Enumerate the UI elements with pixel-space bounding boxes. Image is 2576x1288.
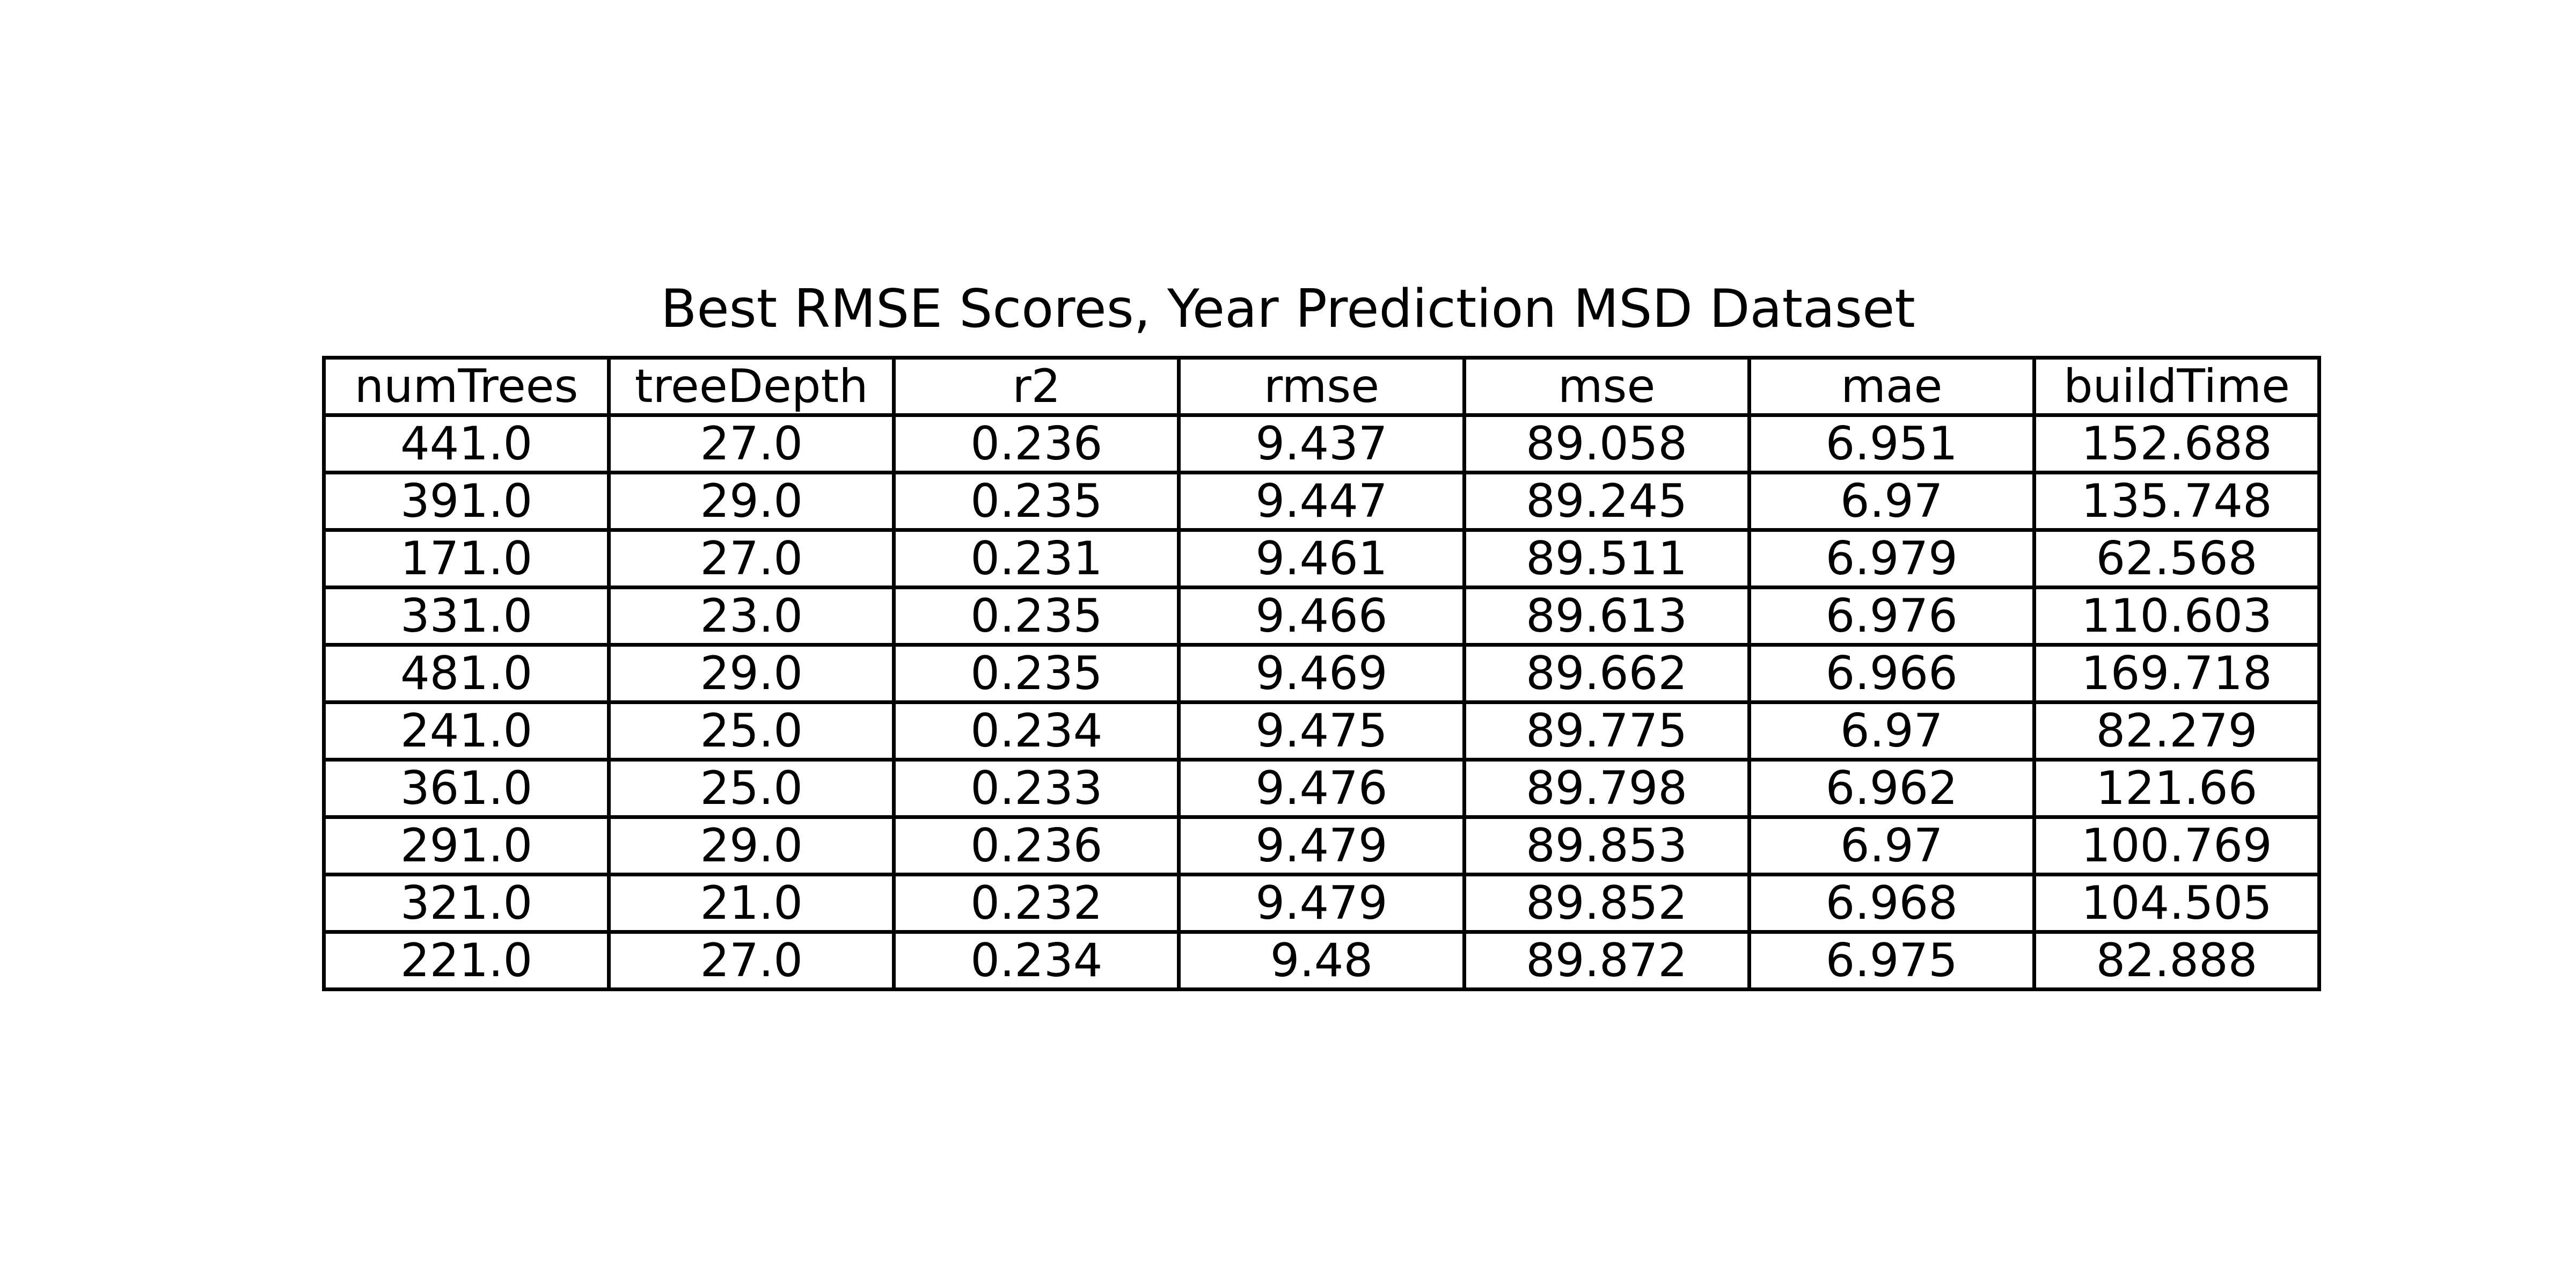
- table-cell-mse: 89.662: [1462, 643, 1751, 704]
- table-body: 441.0 27.0 0.236 9.437 89.058 6.951 152.688 391…: [321, 413, 2322, 991]
- column-header-r2: r2: [892, 356, 1181, 417]
- table-cell-r2: 0.235: [892, 471, 1181, 532]
- column-header-mae: mae: [1747, 356, 2036, 417]
- table-cell-mse: 89.775: [1462, 700, 1751, 762]
- table-row: 321.0 21.0 0.232 9.479 89.852 6.968 104.505: [321, 873, 2322, 934]
- table-cell-rmse: 9.469: [1177, 643, 1466, 704]
- table-cell-buildtime: 121.66: [2032, 758, 2322, 819]
- table-cell-mse: 89.852: [1462, 873, 1751, 934]
- table-cell-r2: 0.235: [892, 586, 1181, 647]
- table-row: 481.0 29.0 0.235 9.469 89.662 6.966 169.718: [321, 643, 2322, 704]
- table-cell-mae: 6.97: [1747, 471, 2036, 532]
- table-cell-rmse: 9.48: [1177, 930, 1466, 991]
- table-row: 221.0 27.0 0.234 9.48 89.872 6.975 82.888: [321, 930, 2322, 991]
- chart-title: Best RMSE Scores, Year Prediction MSD Da…: [661, 279, 1915, 340]
- table-cell-mse: 89.058: [1462, 413, 1751, 474]
- table-cell-treedepth: 27.0: [607, 413, 896, 474]
- table-row: 171.0 27.0 0.231 9.461 89.511 6.979 62.568: [321, 528, 2322, 589]
- table-cell-mae: 6.962: [1747, 758, 2036, 819]
- table-cell-rmse: 9.479: [1177, 873, 1466, 934]
- table-cell-mse: 89.613: [1462, 586, 1751, 647]
- table-cell-numtrees: 321.0: [321, 873, 611, 934]
- table-row: 391.0 29.0 0.235 9.447 89.245 6.97 135.748: [321, 471, 2322, 532]
- results-table: numTrees treeDepth r2 rmse mse mae buildTime 4…: [321, 356, 2322, 991]
- table-cell-rmse: 9.447: [1177, 471, 1466, 532]
- table-cell-rmse: 9.476: [1177, 758, 1466, 819]
- table-cell-mse: 89.245: [1462, 471, 1751, 532]
- table-cell-mae: 6.976: [1747, 586, 2036, 647]
- table-cell-r2: 0.234: [892, 930, 1181, 991]
- table-cell-treedepth: 29.0: [607, 643, 896, 704]
- table-cell-buildtime: 110.603: [2032, 586, 2322, 647]
- table-cell-buildtime: 104.505: [2032, 873, 2322, 934]
- table-cell-mae: 6.968: [1747, 873, 2036, 934]
- table-cell-numtrees: 241.0: [321, 700, 611, 762]
- table-cell-treedepth: 21.0: [607, 873, 896, 934]
- table-cell-numtrees: 391.0: [321, 471, 611, 532]
- table-cell-rmse: 9.437: [1177, 413, 1466, 474]
- table-cell-mse: 89.853: [1462, 815, 1751, 876]
- header-row: numTrees treeDepth r2 rmse mse mae buildTime: [321, 356, 2322, 417]
- column-header-numtrees: numTrees: [321, 356, 611, 417]
- table-cell-buildtime: 62.568: [2032, 528, 2322, 589]
- table-cell-buildtime: 82.279: [2032, 700, 2322, 762]
- table-cell-numtrees: 481.0: [321, 643, 611, 704]
- table-cell-treedepth: 23.0: [607, 586, 896, 647]
- table-cell-mae: 6.951: [1747, 413, 2036, 474]
- table-cell-numtrees: 331.0: [321, 586, 611, 647]
- table-cell-rmse: 9.475: [1177, 700, 1466, 762]
- table-cell-r2: 0.236: [892, 413, 1181, 474]
- table-row: 331.0 23.0 0.235 9.466 89.613 6.976 110.603: [321, 586, 2322, 647]
- table-cell-treedepth: 29.0: [607, 815, 896, 876]
- table-cell-numtrees: 441.0: [321, 413, 611, 474]
- column-header-mse: mse: [1462, 356, 1751, 417]
- table-cell-rmse: 9.479: [1177, 815, 1466, 876]
- table-cell-buildtime: 135.748: [2032, 471, 2322, 532]
- table-cell-numtrees: 361.0: [321, 758, 611, 819]
- table-cell-mse: 89.798: [1462, 758, 1751, 819]
- table-cell-treedepth: 27.0: [607, 528, 896, 589]
- table-cell-mse: 89.872: [1462, 930, 1751, 991]
- table-cell-rmse: 9.461: [1177, 528, 1466, 589]
- table-cell-mae: 6.97: [1747, 815, 2036, 876]
- table-row: 441.0 27.0 0.236 9.437 89.058 6.951 152.688: [321, 413, 2322, 474]
- table-cell-mse: 89.511: [1462, 528, 1751, 589]
- table-cell-buildtime: 169.718: [2032, 643, 2322, 704]
- table-cell-mae: 6.979: [1747, 528, 2036, 589]
- column-header-treedepth: treeDepth: [607, 356, 896, 417]
- table-cell-buildtime: 100.769: [2032, 815, 2322, 876]
- table-cell-r2: 0.235: [892, 643, 1181, 704]
- column-header-rmse: rmse: [1177, 356, 1466, 417]
- table-cell-numtrees: 171.0: [321, 528, 611, 589]
- table-cell-mae: 6.966: [1747, 643, 2036, 704]
- table-cell-treedepth: 27.0: [607, 930, 896, 991]
- table-cell-buildtime: 82.888: [2032, 930, 2322, 991]
- table-cell-numtrees: 221.0: [321, 930, 611, 991]
- table-cell-r2: 0.236: [892, 815, 1181, 876]
- table-cell-r2: 0.234: [892, 700, 1181, 762]
- table-cell-r2: 0.233: [892, 758, 1181, 819]
- table-cell-r2: 0.231: [892, 528, 1181, 589]
- table-cell-numtrees: 291.0: [321, 815, 611, 876]
- table-cell-treedepth: 29.0: [607, 471, 896, 532]
- table-row: 361.0 25.0 0.233 9.476 89.798 6.962 121.66: [321, 758, 2322, 819]
- table-cell-treedepth: 25.0: [607, 758, 896, 819]
- table-row: 291.0 29.0 0.236 9.479 89.853 6.97 100.769: [321, 815, 2322, 876]
- table-cell-rmse: 9.466: [1177, 586, 1466, 647]
- table-cell-r2: 0.232: [892, 873, 1181, 934]
- table-cell-treedepth: 25.0: [607, 700, 896, 762]
- table-cell-mae: 6.975: [1747, 930, 2036, 991]
- table-cell-buildtime: 152.688: [2032, 413, 2322, 474]
- column-header-buildtime: buildTime: [2032, 356, 2322, 417]
- table-row: 241.0 25.0 0.234 9.475 89.775 6.97 82.279: [321, 700, 2322, 762]
- table-cell-mae: 6.97: [1747, 700, 2036, 762]
